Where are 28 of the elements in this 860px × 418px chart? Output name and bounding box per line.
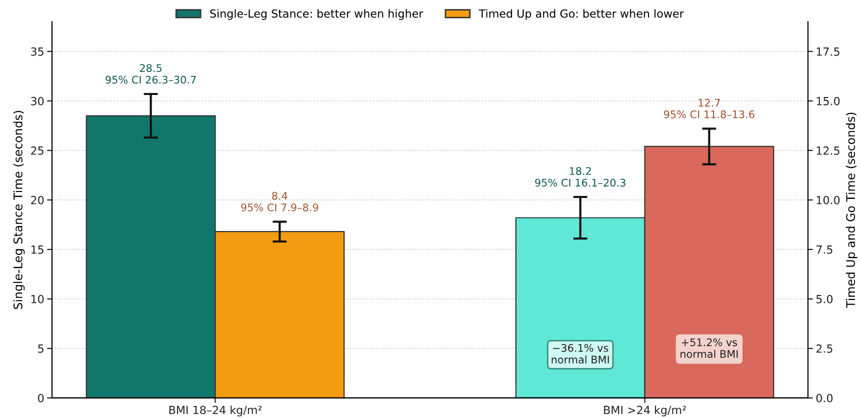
y-tick-label: 30 xyxy=(31,96,44,106)
y2-tick-label: 7.5 xyxy=(816,246,832,254)
x-tick-label: BMI >24 kg/m² xyxy=(604,406,686,416)
y2-tick-label: 0.0 xyxy=(816,394,833,402)
y2-axis-title: Timed Up and Go Time (seconds) xyxy=(846,112,858,308)
annotation: −36.1% vs normal BMI xyxy=(552,344,609,364)
y-tick-label: 35 xyxy=(31,47,44,56)
y2-tick-label: 10.0 xyxy=(816,196,840,204)
y-tick-label: 15 xyxy=(31,246,44,254)
y-tick-label: 5 xyxy=(38,344,44,353)
y-tick-label: 10 xyxy=(31,294,44,304)
data-label: 18.2 95% CI 16.1–20.3 xyxy=(535,167,626,187)
y-tick-label: 0 xyxy=(38,394,44,402)
data-label: 28.5 95% CI 26.3–30.7 xyxy=(106,64,196,84)
legend-label: Single-Leg Stance: better when higher xyxy=(210,9,424,20)
annotation: +51.2% vs normal BMI xyxy=(680,338,738,358)
y-axis-title: Single-Leg Stance Time (seconds) xyxy=(13,110,25,309)
y-tick-label: 25 xyxy=(31,146,44,155)
y2-tick-label: 12.5 xyxy=(816,146,840,155)
data-label: 8.4 95% CI 7.9–8.9 xyxy=(241,192,318,212)
y2-tick-label: 15.0 xyxy=(816,96,840,106)
y-tick-label: 20 xyxy=(31,196,44,204)
x-tick-label: BMI 18–24 kg/m² xyxy=(169,406,262,416)
data-label: 12.7 95% CI 11.8–13.6 xyxy=(664,98,754,118)
y2-tick-label: 2.5 xyxy=(816,344,832,353)
y2-tick-label: 17.5 xyxy=(816,48,840,56)
legend-label: Timed Up and Go: better when lower xyxy=(478,9,684,20)
y2-tick-label: 5.0 xyxy=(816,294,833,304)
